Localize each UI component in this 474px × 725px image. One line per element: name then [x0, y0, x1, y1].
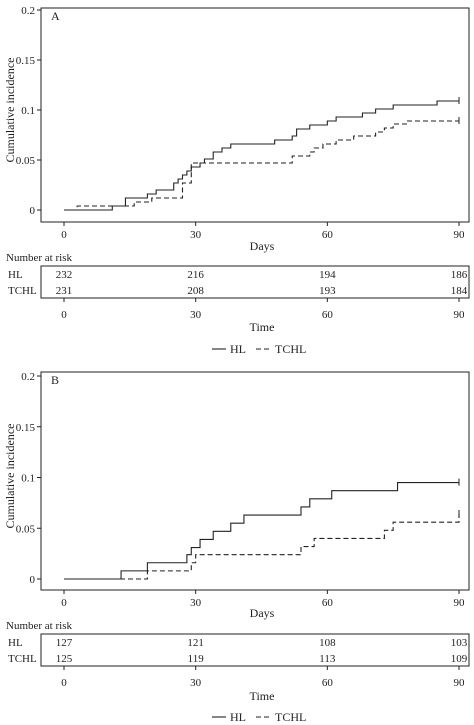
panel-a-x-tick-label: 90	[454, 229, 466, 241]
panel-b-risk-x-tick-label: 30	[190, 677, 202, 689]
panel-b-risk-cell: 125	[56, 653, 73, 665]
panel-b-y-tick-label: 0.2	[21, 371, 35, 383]
panel-a-risk-cell: 186	[451, 269, 468, 281]
legend-a-tchl-label: TCHL	[275, 342, 306, 356]
panel-b-ylabel: Cumulative incidence	[3, 424, 17, 529]
panel-a-label: A	[51, 9, 60, 23]
panel-b-plot: 0 0.05 0.1 0.15 0.2 0 30 60 90	[16, 371, 470, 609]
panel-a-risk-x-tick-label: 0	[61, 309, 67, 321]
panel-a-y-tick-label: 0.05	[16, 155, 36, 167]
panel-b-risk-x-tick-label: 0	[61, 677, 67, 689]
panel-b-risk-cell: 103	[451, 637, 468, 649]
panel-b-legend: HL TCHL	[212, 710, 306, 724]
panel-a: A 0 0.05 0.1 0.15 0.2 0 30 60 90 Cumulative inci…	[3, 5, 470, 334]
panel-a-risk-cell: 232	[56, 269, 73, 281]
panel-a-y-tick-label: 0	[30, 205, 36, 217]
panel-a-risk-x-tick-label: 30	[190, 309, 202, 321]
panel-a-risk-cell: 194	[319, 269, 336, 281]
panel-b-y-tick-label: 0.1	[21, 473, 35, 485]
panel-b-y-tick-label: 0.15	[16, 422, 36, 434]
panel-a-x-tick-label: 30	[190, 229, 202, 241]
panel-b-series-hl	[64, 482, 459, 580]
panel-b-risk-row-label-tchl: TCHL	[8, 653, 37, 665]
legend-b-hl-label: HL	[230, 710, 246, 724]
panel-b-x-tick-label: 30	[190, 597, 202, 609]
panel-a-risk-cell: 216	[187, 269, 204, 281]
panel-a-legend: HL TCHL	[212, 342, 306, 356]
panel-a-y-tick-label: 0.15	[16, 55, 36, 67]
panel-b-risk-cell: 127	[56, 637, 73, 649]
panel-a-risk-cell: 184	[451, 285, 468, 297]
panel-b-y-tick-label: 0.05	[16, 523, 36, 535]
panel-b-risk-xlabel: Time	[250, 689, 275, 703]
panel-b-risk-x-tick-label: 90	[454, 677, 466, 689]
panel-a-risk-row-label-hl: HL	[8, 269, 23, 281]
panel-b-risk-x-tick-label: 60	[322, 677, 334, 689]
panel-b-xlabel: Days	[250, 606, 275, 620]
panel-a-risk-cell: 193	[319, 285, 336, 297]
panel-a-risk-cell: 231	[56, 285, 73, 297]
panel-b-y-tick-label: 0	[30, 574, 36, 586]
panel-a-risk-title: Number at risk	[6, 252, 72, 264]
panel-b-risk-cell: 108	[319, 637, 336, 649]
panel-a-x-tick-label: 60	[322, 229, 334, 241]
panel-b-plot-frame	[40, 371, 470, 591]
panel-a-risk-table: 232 216 194 186 231 208 193 184 0 30 60 90	[56, 269, 468, 321]
panel-a-series-tchl	[64, 120, 459, 211]
panel-b: B 0 0.05 0.1 0.15 0.2 0 30 60 90 Cumulative inci…	[3, 371, 470, 703]
panel-b-risk-row-label-hl: HL	[8, 637, 23, 649]
panel-b-risk-cell: 109	[451, 653, 468, 665]
panel-b-x-tick-label: 0	[61, 597, 67, 609]
panel-a-y-tick-label: 0.1	[21, 105, 35, 117]
panel-a-risk-x-tick-label: 90	[454, 309, 466, 321]
panel-a-ylabel: Cumulative incidence	[3, 58, 17, 163]
panel-b-label: B	[51, 373, 59, 387]
panel-b-x-tick-label: 60	[322, 597, 334, 609]
legend-b-tchl-label: TCHL	[275, 710, 306, 724]
panel-b-risk-title: Number at risk	[6, 620, 72, 632]
panel-a-risk-x-tick-label: 60	[322, 309, 334, 321]
panel-a-y-tick-label: 0.2	[21, 5, 35, 17]
panel-b-risk-cell: 121	[187, 637, 204, 649]
panel-a-x-tick-label: 0	[61, 229, 67, 241]
panel-a-risk-table-frame	[40, 265, 470, 299]
legend-a-hl-label: HL	[230, 342, 246, 356]
panel-a-risk-cell: 208	[187, 285, 204, 297]
panel-b-series-tchl	[64, 514, 460, 580]
panel-a-plot-frame	[40, 7, 470, 223]
panel-a-plot: 0 0.05 0.1 0.15 0.2 0 30 60 90	[16, 5, 470, 241]
panel-a-series-hl	[64, 100, 459, 211]
panel-a-risk-xlabel: Time	[250, 320, 275, 334]
panel-b-x-tick-label: 90	[454, 597, 466, 609]
panel-a-xlabel: Days	[250, 239, 275, 253]
panel-b-risk-cell: 119	[188, 653, 205, 665]
panel-b-risk-table: 127 121 108 103 125 119 113 109 0 30 60 90	[56, 637, 468, 689]
panel-b-risk-table-frame	[40, 633, 470, 667]
panel-b-risk-cell: 113	[319, 653, 336, 665]
panel-a-risk-row-label-tchl: TCHL	[8, 285, 37, 297]
